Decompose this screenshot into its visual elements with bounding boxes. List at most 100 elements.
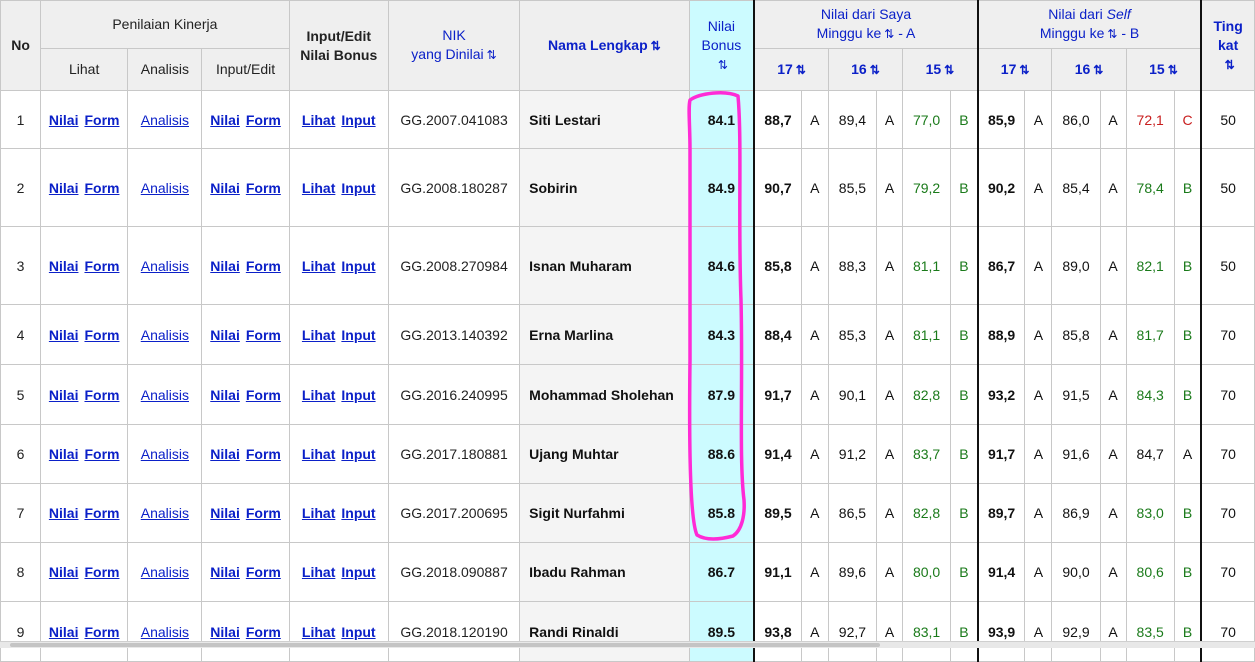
self-week-15-header[interactable]: 15 ⇅ <box>1125 48 1203 91</box>
horizontal-scrollbar[interactable] <box>0 641 1255 648</box>
nilai-bonus-header[interactable]: Nilai Bonus ⇅ <box>688 0 755 91</box>
sort-icon[interactable]: ⇅ <box>884 27 895 41</box>
form-link[interactable]: Form <box>84 111 120 128</box>
lihat-bonus-link[interactable]: Lihat <box>301 623 336 640</box>
row-number: 7 <box>0 483 42 543</box>
input-bonus-link[interactable]: Input <box>341 326 376 343</box>
form-input-link[interactable]: Form <box>245 179 281 196</box>
form-link[interactable]: Form <box>84 564 120 580</box>
form-link[interactable]: Form <box>84 179 120 196</box>
nilai-input-link[interactable]: Nilai <box>210 326 240 343</box>
table-row: 4 Nilai Form Analisis Nilai Form Lihat Input GG.… <box>0 304 1255 365</box>
analisis-link[interactable]: Analisis <box>140 111 189 128</box>
nik-cell: GG.2017.180881 <box>387 424 521 484</box>
nilai-link[interactable]: Nilai <box>48 179 79 196</box>
sort-icon[interactable]: ⇅ <box>1093 62 1104 77</box>
form-link[interactable]: Form <box>84 257 120 274</box>
sort-icon[interactable]: ⇅ <box>650 38 661 53</box>
analisis-link[interactable]: Analisis <box>140 564 189 580</box>
form-input-link[interactable]: Form <box>245 386 281 403</box>
form-input-link[interactable]: Form <box>245 257 281 274</box>
lihat-bonus-link[interactable]: Lihat <box>301 179 336 196</box>
self-week-17-header[interactable]: 17 ⇅ <box>976 48 1053 91</box>
sort-icon[interactable]: ⇅ <box>1167 62 1178 77</box>
form-input-link[interactable]: Form <box>245 564 281 580</box>
self-grade-cell: B <box>1173 364 1203 425</box>
saya-score-cell: 81,1 <box>902 304 952 365</box>
lihat-bonus-link[interactable]: Lihat <box>301 111 336 128</box>
analisis-cell: Analisis <box>127 601 203 662</box>
nilai-link[interactable]: Nilai <box>48 446 79 462</box>
input-bonus-link[interactable]: Input <box>341 179 376 196</box>
self-score-cell: 81,7 <box>1125 304 1175 365</box>
saya-score-cell: 82,8 <box>902 483 952 543</box>
lihat-bonus-link[interactable]: Lihat <box>301 326 336 343</box>
analisis-link[interactable]: Analisis <box>140 623 189 640</box>
input-bonus-link[interactable]: Input <box>341 623 376 640</box>
saya-week-16-header[interactable]: 16 ⇅ <box>827 48 904 91</box>
sort-icon[interactable]: ⇅ <box>717 57 728 72</box>
form-input-link[interactable]: Form <box>245 505 281 521</box>
nilai-input-link[interactable]: Nilai <box>210 505 240 521</box>
sort-icon[interactable]: ⇅ <box>795 62 806 77</box>
saya-score-cell: 88,7 <box>753 90 802 149</box>
form-link[interactable]: Form <box>84 326 120 343</box>
lihat-bonus-link[interactable]: Lihat <box>301 257 336 274</box>
input-bonus-link[interactable]: Input <box>341 257 376 274</box>
analisis-link[interactable]: Analisis <box>140 386 189 403</box>
tingkat-header[interactable]: Ting kat ⇅ <box>1200 0 1255 91</box>
saya-week-15-header[interactable]: 15 ⇅ <box>902 48 979 91</box>
nilai-input-link[interactable]: Nilai <box>210 179 240 196</box>
form-input-link[interactable]: Form <box>245 623 281 640</box>
nilai-input-link[interactable]: Nilai <box>210 257 240 274</box>
form-link[interactable]: Form <box>84 386 120 403</box>
analisis-link[interactable]: Analisis <box>140 505 189 521</box>
bonus-action-cell: Lihat Input <box>288 542 389 602</box>
nilai-link[interactable]: Nilai <box>48 257 79 274</box>
input-bonus-link[interactable]: Input <box>341 564 376 580</box>
lihat-bonus-link[interactable]: Lihat <box>301 446 336 462</box>
nilai-link[interactable]: Nilai <box>48 505 79 521</box>
self-score-cell: 78,4 <box>1125 148 1175 227</box>
input-bonus-link[interactable]: Input <box>341 446 376 462</box>
nik-header[interactable]: NIK yang Dinilai ⇅ <box>387 0 521 91</box>
form-link[interactable]: Form <box>84 623 120 640</box>
lihat-bonus-link[interactable]: Lihat <box>301 505 336 521</box>
form-input-link[interactable]: Form <box>245 111 281 128</box>
nilai-input-link[interactable]: Nilai <box>210 446 240 462</box>
nilai-link[interactable]: Nilai <box>48 326 79 343</box>
form-input-link[interactable]: Form <box>245 446 281 462</box>
saya-week-17-header[interactable]: 17 ⇅ <box>753 48 829 91</box>
sort-icon[interactable]: ⇅ <box>486 48 497 62</box>
sort-icon[interactable]: ⇅ <box>1019 62 1030 77</box>
nilai-input-link[interactable]: Nilai <box>210 623 240 640</box>
input-bonus-link[interactable]: Input <box>341 386 376 403</box>
lihat-bonus-link[interactable]: Lihat <box>301 386 336 403</box>
nilai-link[interactable]: Nilai <box>48 111 79 128</box>
nilai-input-link[interactable]: Nilai <box>210 386 240 403</box>
self-week-16-header[interactable]: 16 ⇅ <box>1051 48 1127 91</box>
nama-lengkap-header[interactable]: Nama Lengkap ⇅ <box>519 0 690 91</box>
form-link[interactable]: Form <box>84 446 120 462</box>
sort-icon[interactable]: ⇅ <box>1107 27 1118 41</box>
nilai-link[interactable]: Nilai <box>48 386 79 403</box>
sort-icon[interactable]: ⇅ <box>944 62 955 77</box>
nilai-link[interactable]: Nilai <box>48 564 79 580</box>
self-grade-cell: A <box>1099 542 1127 602</box>
lihat-bonus-link[interactable]: Lihat <box>301 564 336 580</box>
input-bonus-link[interactable]: Input <box>341 111 376 128</box>
nilai-input-link[interactable]: Nilai <box>210 111 240 128</box>
nilai-input-link[interactable]: Nilai <box>210 564 240 580</box>
input-bonus-link[interactable]: Input <box>341 505 376 521</box>
form-input-link[interactable]: Form <box>245 326 281 343</box>
sort-icon[interactable]: ⇅ <box>869 62 880 77</box>
analisis-link[interactable]: Analisis <box>140 446 189 462</box>
nik-cell: GG.2016.240995 <box>387 364 521 425</box>
nilai-link[interactable]: Nilai <box>48 623 79 640</box>
analisis-link[interactable]: Analisis <box>140 326 189 343</box>
scrollbar-thumb[interactable] <box>10 643 880 647</box>
form-link[interactable]: Form <box>84 505 120 521</box>
analisis-link[interactable]: Analisis <box>140 257 189 274</box>
sort-icon[interactable]: ⇅ <box>1224 57 1235 72</box>
analisis-link[interactable]: Analisis <box>140 179 189 196</box>
